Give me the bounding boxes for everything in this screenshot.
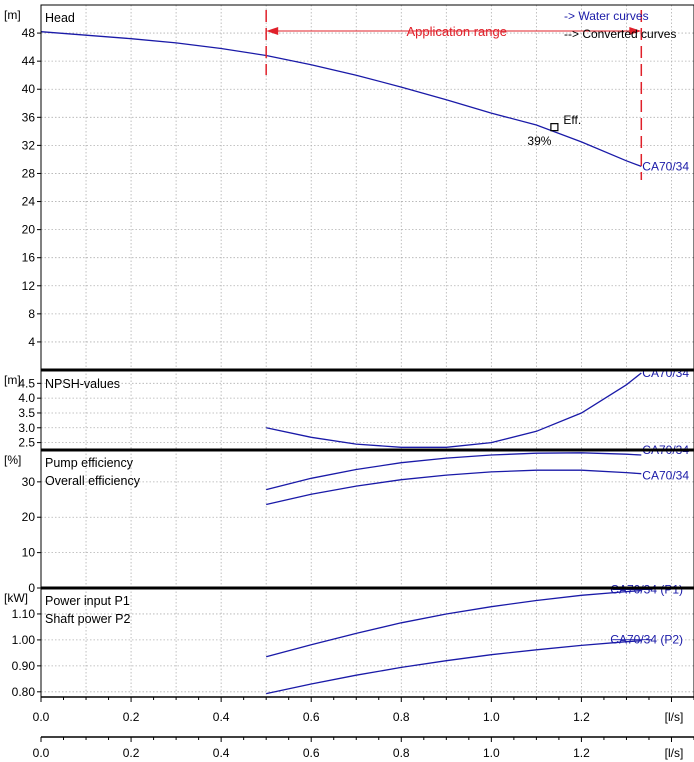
- range-arrow-right-head: [629, 27, 642, 35]
- panel-frame: [40, 587, 694, 698]
- y-axis-unit: [kW]: [4, 591, 28, 605]
- y-tick-label: 3.5: [18, 406, 35, 420]
- x-tick-label: 1.0: [483, 710, 500, 724]
- y-tick-label: 44: [22, 54, 36, 68]
- y-tick-label: 4: [28, 335, 35, 349]
- y-tick-label: 2.5: [18, 436, 35, 450]
- y-tick-label: 20: [22, 223, 36, 237]
- x-tick-label: 0.2: [123, 710, 140, 724]
- x-tick-label: 0.6: [303, 710, 320, 724]
- y-tick-label: 10: [22, 546, 36, 560]
- y-axis-unit: [m]: [4, 373, 21, 387]
- y-tick-label: 48: [22, 26, 36, 40]
- panel-title-secondary: Overall efficiency: [45, 474, 141, 488]
- series-line-head-0: [40, 31, 642, 168]
- y-axis-unit: [m]: [4, 8, 21, 22]
- efficiency-value-label: 39%: [527, 134, 551, 148]
- legend-converted-curves: --> Converted curves: [564, 27, 676, 41]
- y-tick-label: 40: [22, 82, 36, 96]
- y-tick-label: 32: [22, 138, 36, 152]
- y-tick-label: 28: [22, 166, 36, 180]
- panel-title: Pump efficiency: [45, 456, 134, 470]
- x-tick-label: 0.6: [303, 746, 320, 760]
- panel-title: Power input P1: [45, 594, 130, 608]
- series-label-head-0: CA70/34: [642, 159, 689, 173]
- efficiency-marker-label: Eff.: [563, 113, 581, 127]
- series-line-efficiency-0: [266, 452, 642, 491]
- x-axis-unit: [l/s]: [665, 746, 684, 760]
- y-tick-label: 4.5: [18, 376, 35, 390]
- application-range-label: Application range: [407, 24, 507, 39]
- y-axis-unit: [%]: [4, 453, 21, 467]
- y-tick-label: 30: [22, 475, 36, 489]
- series-label-efficiency-1: CA70/34: [642, 469, 689, 483]
- y-tick-label: 16: [22, 251, 36, 265]
- panel-frame: [40, 369, 694, 451]
- panel-title-secondary: Shaft power P2: [45, 612, 131, 626]
- series-line-power-1: [266, 640, 642, 695]
- series-line-npsh-0: [266, 372, 642, 448]
- x-tick-label: 0.8: [393, 746, 410, 760]
- y-tick-label: 36: [22, 110, 36, 124]
- y-tick-label: 20: [22, 510, 36, 524]
- x-tick-label: 1.2: [573, 746, 590, 760]
- y-tick-label: 1.00: [12, 633, 36, 647]
- series-line-efficiency-1: [266, 469, 642, 506]
- y-tick-label: 0.90: [12, 659, 36, 673]
- legend-water-curves: -> Water curves: [564, 9, 649, 23]
- x-tick-label: 0.4: [213, 710, 230, 724]
- y-tick-label: 0.80: [12, 685, 36, 699]
- range-arrow-left-head: [266, 27, 279, 35]
- y-tick-label: 12: [22, 279, 36, 293]
- x-tick-label: 1.0: [483, 746, 500, 760]
- x-axis-unit: [l/s]: [665, 710, 684, 724]
- x-tick-label: 0.0: [33, 746, 50, 760]
- x-tick-label: 1.2: [573, 710, 590, 724]
- y-tick-label: 24: [22, 195, 36, 209]
- x-tick-label: 0.2: [123, 746, 140, 760]
- panel-title: NPSH-values: [45, 377, 120, 391]
- x-tick-label: 0.0: [33, 710, 50, 724]
- panel-frame: [40, 4, 694, 371]
- efficiency-marker: [550, 123, 559, 132]
- series-label-npsh-0: CA70/34: [642, 366, 689, 380]
- x-tick-label: 0.4: [213, 746, 230, 760]
- series-line-power-0: [266, 589, 642, 658]
- y-tick-label: 4.0: [18, 391, 35, 405]
- panel-title: Head: [45, 11, 75, 25]
- x-tick-label: 0.8: [393, 710, 410, 724]
- y-tick-label: 8: [28, 307, 35, 321]
- y-tick-label: 3.0: [18, 421, 35, 435]
- y-tick-label: 0: [28, 581, 35, 595]
- y-tick-label: 1.10: [12, 607, 36, 621]
